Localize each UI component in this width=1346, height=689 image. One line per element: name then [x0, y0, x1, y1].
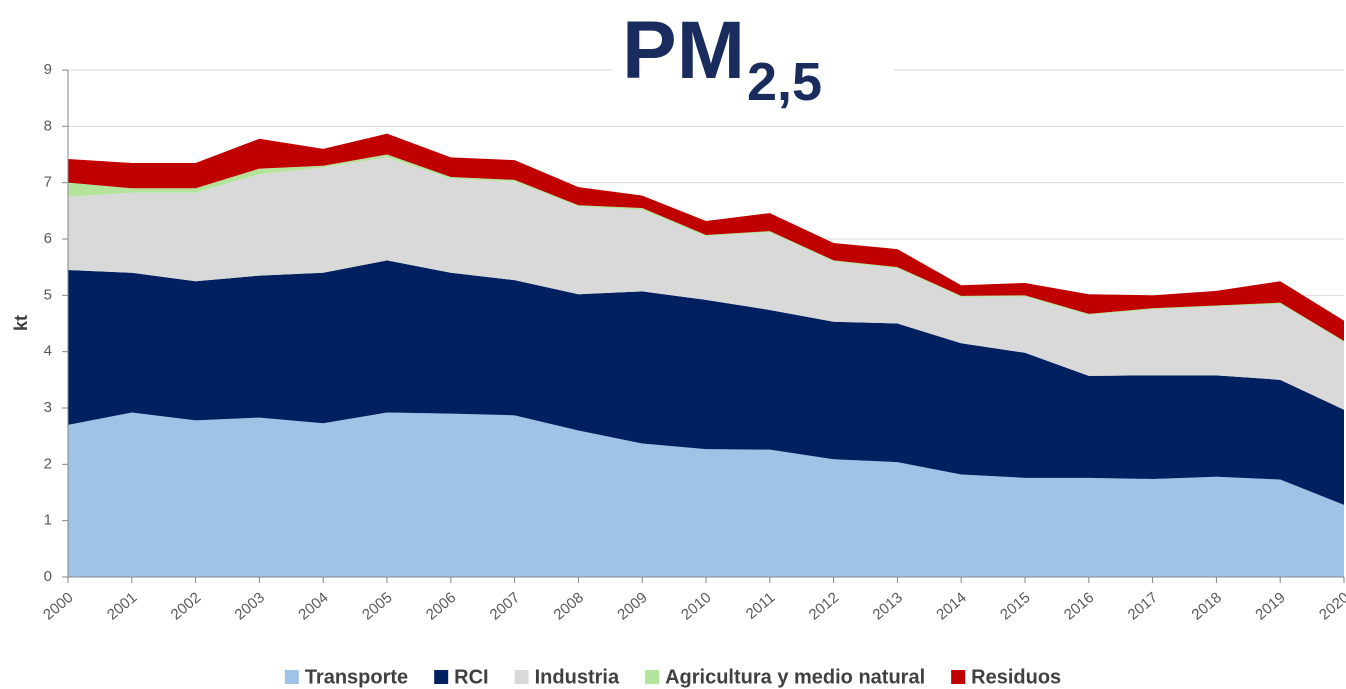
x-tick-label: 2003 — [231, 589, 267, 623]
y-tick-label: 3 — [44, 399, 52, 416]
x-tick-label: 2000 — [40, 589, 76, 623]
area — [68, 260, 1344, 505]
x-tick-label: 2011 — [743, 589, 779, 623]
x-tick-label: 2004 — [295, 589, 331, 623]
x-tick-label: 2019 — [1252, 589, 1288, 623]
legend-swatch — [284, 670, 299, 684]
x-tick-label: 2008 — [550, 589, 586, 623]
y-tick-label: 5 — [44, 286, 52, 303]
y-tick-label: 6 — [44, 230, 52, 247]
x-tick-label: 2020 — [1316, 589, 1346, 623]
x-tick-label: 2014 — [933, 589, 969, 623]
x-tick-label: 2001 — [104, 589, 140, 623]
legend-swatch — [514, 670, 529, 684]
legend: Transporte RCI Industria Agricultura y medi… — [284, 666, 1061, 688]
x-tick-label: 2002 — [168, 589, 204, 623]
x-tick-label: 2007 — [487, 589, 523, 623]
x-tick-label: 2010 — [678, 589, 714, 623]
y-tick-label: 9 — [44, 61, 52, 78]
legend-label: Residuos — [971, 666, 1061, 688]
chart-title: PM — [622, 5, 745, 96]
legend-label: RCI — [454, 666, 488, 688]
area — [68, 157, 1344, 410]
areas — [68, 133, 1344, 577]
legend-swatch — [434, 670, 449, 684]
legend-label: Transporte — [305, 666, 408, 688]
y-tick-label: 8 — [44, 117, 52, 134]
x-tick-label: 2017 — [1125, 589, 1161, 623]
y-tick-label: 7 — [44, 174, 52, 191]
legend-label: Agricultura y medio natural — [665, 666, 925, 688]
y-tick-label: 4 — [44, 343, 52, 360]
chart-title-subscript: 2,5 — [747, 52, 822, 112]
x-tick-label: 2018 — [1188, 589, 1224, 623]
area — [68, 133, 1344, 341]
title-background — [612, 48, 894, 112]
legend-label: Industria — [535, 666, 620, 688]
x-tick-label: 2005 — [359, 589, 395, 623]
legend-swatch — [645, 670, 660, 684]
x-tick-label: 2016 — [1061, 589, 1097, 623]
area — [68, 412, 1344, 577]
x-tick-label: 2009 — [614, 589, 650, 623]
legend-swatch — [951, 670, 966, 684]
x-tick-label: 2006 — [423, 589, 459, 623]
x-tick-label: 2013 — [869, 589, 905, 623]
y-tick-label: 2 — [44, 455, 52, 472]
x-tick-label: 2012 — [806, 589, 842, 623]
y-tick-label: 1 — [44, 512, 52, 529]
y-axis-label: kt — [11, 315, 31, 331]
y-tick-label: 0 — [44, 568, 52, 585]
x-tick-label: 2015 — [997, 589, 1033, 623]
